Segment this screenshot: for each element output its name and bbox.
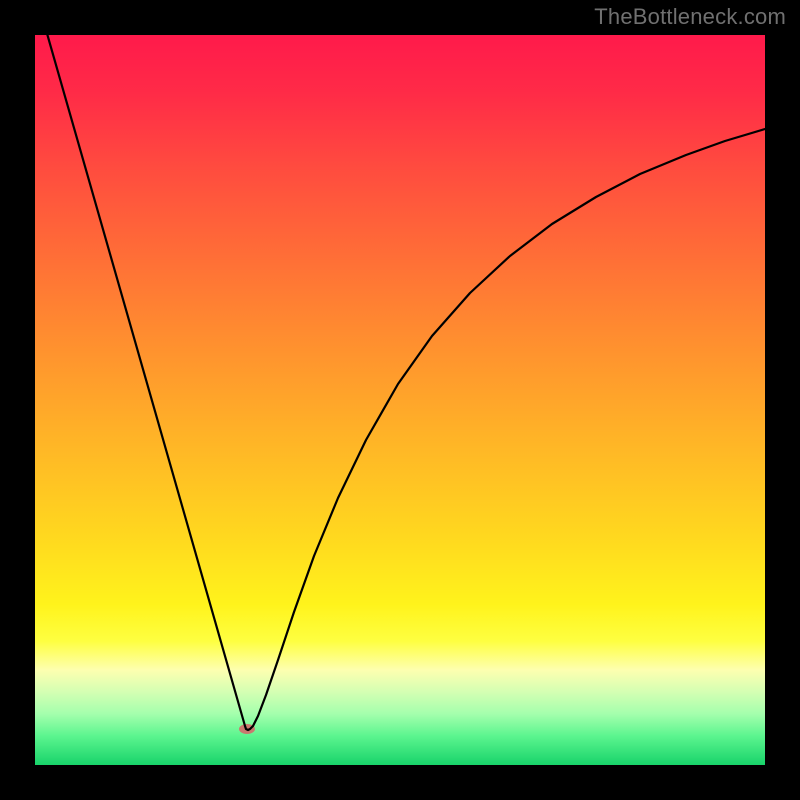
plot-area <box>35 35 765 765</box>
watermark-text: TheBottleneck.com <box>594 4 786 30</box>
bottleneck-chart: TheBottleneck.com <box>0 0 800 800</box>
chart-svg <box>0 0 800 800</box>
